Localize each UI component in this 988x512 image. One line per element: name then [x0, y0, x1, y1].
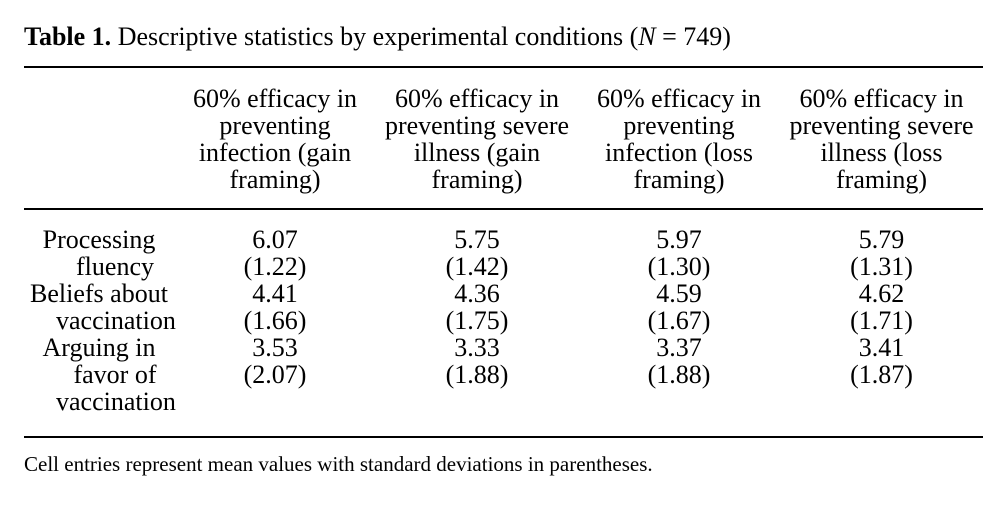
- cell-mean: 4.62: [858, 279, 905, 308]
- row-label-line: Arguing in: [42, 333, 156, 362]
- data-cell: 3.53 (2.07): [174, 334, 376, 437]
- column-header-line: preventing severe: [384, 111, 570, 140]
- column-header-line: 60% efficacy in: [596, 84, 762, 113]
- table-row-arguing-in-favor: Arguing in favor of vaccination 3.53 (2.…: [24, 334, 983, 437]
- cell-sd: (1.22): [243, 252, 307, 281]
- column-header-line: preventing: [623, 111, 735, 140]
- cell-sd: (1.31): [850, 252, 913, 281]
- table-row-beliefs-about-vaccination: Beliefs about vaccination 4.41 (1.66) 4.…: [24, 280, 983, 334]
- table-caption-suffix: = 749): [655, 22, 731, 51]
- table-caption-n-symbol: N: [638, 22, 656, 51]
- data-cell: 4.59 (1.67): [578, 280, 780, 334]
- table-footnote: Cell entries represent mean values with …: [24, 452, 653, 476]
- cell-sd: (1.30): [647, 252, 711, 281]
- column-header-loss-severe-illness: 60% efficacy in preventing severe illnes…: [780, 67, 983, 210]
- cell-mean: 4.41: [252, 279, 298, 308]
- column-header-line: framing): [229, 165, 321, 194]
- cell-sd: (1.42): [445, 252, 509, 281]
- cell-sd: (1.71): [850, 306, 913, 335]
- table-row-processing-fluency: Processing fluency 6.07 (1.22) 5.75 (1.4…: [24, 209, 983, 280]
- cell-sd: (2.07): [243, 360, 307, 389]
- data-cell: 5.75 (1.42): [376, 209, 578, 280]
- data-cell: 3.37 (1.88): [578, 334, 780, 437]
- column-header-line: infection (loss: [604, 138, 754, 167]
- cell-mean: 5.79: [858, 225, 905, 254]
- cell-sd: (1.87): [850, 360, 913, 389]
- column-header-line: framing): [633, 165, 725, 194]
- data-cell: 5.79 (1.31): [780, 209, 983, 280]
- cell-sd: (1.67): [647, 306, 711, 335]
- cell-mean: 6.07: [252, 225, 298, 254]
- column-header-line: illness (gain: [413, 138, 541, 167]
- row-label-line: Processing: [42, 225, 156, 254]
- data-cell: 5.97 (1.30): [578, 209, 780, 280]
- row-label-line: vaccination: [56, 387, 176, 416]
- table-caption-body: Descriptive statistics by experimental c…: [111, 22, 639, 51]
- row-label-line: vaccination: [56, 306, 176, 335]
- table-caption-label: Table 1.: [24, 22, 112, 51]
- column-header-line: 60% efficacy in: [192, 84, 358, 113]
- column-header-line: infection (gain: [198, 138, 352, 167]
- cell-sd: (1.66): [243, 306, 307, 335]
- column-header-line: preventing severe: [789, 111, 974, 140]
- cell-mean: 3.37: [656, 333, 702, 362]
- column-header-gain-infection: 60% efficacy in preventing infection (ga…: [174, 67, 376, 210]
- column-header-gain-severe-illness: 60% efficacy in preventing severe illnes…: [376, 67, 578, 210]
- cell-mean: 3.33: [454, 333, 500, 362]
- column-header-line: preventing: [219, 111, 331, 140]
- data-cell: 4.36 (1.75): [376, 280, 578, 334]
- cell-sd: (1.88): [445, 360, 509, 389]
- descriptive-statistics-table: 60% efficacy in preventing infection (ga…: [24, 66, 983, 438]
- row-label-line: Beliefs about: [30, 279, 168, 308]
- column-header-line: framing): [836, 165, 927, 194]
- cell-sd: (1.88): [647, 360, 711, 389]
- cell-mean: 4.36: [454, 279, 500, 308]
- cell-sd: (1.75): [445, 306, 509, 335]
- row-label-line: fluency: [76, 252, 154, 281]
- cell-mean: 5.75: [454, 225, 500, 254]
- data-cell: 3.33 (1.88): [376, 334, 578, 437]
- cell-mean: 4.59: [656, 279, 702, 308]
- row-label-line: favor of: [73, 360, 157, 389]
- column-header-line: 60% efficacy in: [799, 84, 964, 113]
- data-cell: 3.41 (1.87): [780, 334, 983, 437]
- header-row: 60% efficacy in preventing infection (ga…: [24, 67, 983, 210]
- data-cell: 4.41 (1.66): [174, 280, 376, 334]
- row-label: Arguing in favor of vaccination: [24, 333, 176, 437]
- column-header-line: framing): [431, 165, 523, 194]
- cell-mean: 3.41: [858, 333, 905, 362]
- data-cell: 6.07 (1.22): [174, 209, 376, 280]
- row-label: Processing fluency: [24, 209, 174, 280]
- header-empty-cell: [24, 67, 174, 210]
- cell-mean: 3.53: [252, 333, 298, 362]
- table-caption: Table 1. Descriptive statistics by exper…: [24, 0, 988, 52]
- data-cell: 4.62 (1.71): [780, 280, 983, 334]
- row-label: Beliefs about vaccination: [24, 279, 176, 335]
- cell-mean: 5.97: [656, 225, 702, 254]
- column-header-loss-infection: 60% efficacy in preventing infection (lo…: [578, 67, 780, 210]
- column-header-line: 60% efficacy in: [394, 84, 560, 113]
- column-header-line: illness (loss: [820, 138, 943, 167]
